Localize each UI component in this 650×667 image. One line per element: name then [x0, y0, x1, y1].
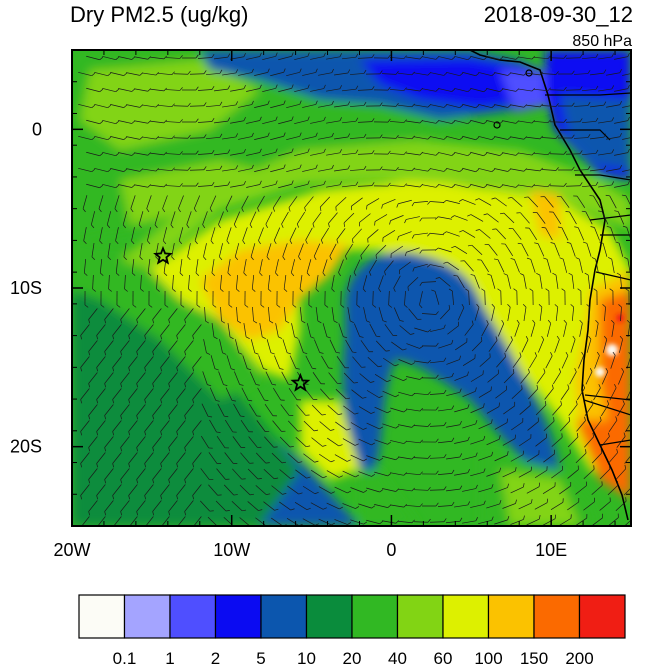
colorbar-swatch	[260, 594, 308, 639]
colorbar-label: 60	[434, 649, 453, 667]
colorbar-swatch	[123, 594, 171, 639]
colorbar-swatch	[169, 594, 217, 639]
colorbar-label: 5	[256, 649, 265, 667]
coastline	[469, 50, 629, 521]
colorbar-swatch	[396, 594, 444, 639]
x-tick-label: 20W	[53, 540, 90, 560]
colorbar-label: 20	[343, 649, 362, 667]
colorbar-label: 1	[165, 649, 174, 667]
colorbar-label: 0.1	[113, 649, 137, 667]
wind-barbs	[78, 52, 631, 526]
colorbar: 0.1 1 2 5 10 20 40 60 100 150 200	[78, 594, 626, 667]
plot-title: Dry PM2.5 (ug/kg)	[70, 2, 249, 27]
plot-datetime: 2018-09-30_12	[484, 2, 633, 27]
pressure-level: 850 hPa	[572, 33, 632, 50]
x-tick-label: 0	[386, 540, 396, 560]
x-tick-label: 10E	[535, 540, 567, 560]
colorbar-label: 2	[211, 649, 220, 667]
y-tick-label: 10S	[10, 278, 42, 298]
star-marker	[153, 245, 173, 265]
y-tick-label: 20S	[10, 437, 42, 457]
colorbar-swatch	[442, 594, 490, 639]
colorbar-swatch	[578, 594, 626, 639]
colorbar-label: 200	[565, 649, 593, 667]
island	[493, 121, 501, 129]
colorbar-swatch	[78, 594, 126, 639]
colorbar-label: 150	[520, 649, 548, 667]
pm25-field	[72, 50, 631, 526]
colorbar-swatch	[305, 594, 353, 639]
station-markers	[153, 245, 311, 392]
colorbar-swatch	[351, 594, 399, 639]
country-borders	[545, 92, 631, 446]
colorbar-label: 10	[297, 649, 316, 667]
colorbar-swatch	[214, 594, 262, 639]
colorbar-label: 100	[474, 649, 502, 667]
x-tick-label: 10W	[213, 540, 250, 560]
colorbar-label: 40	[388, 649, 407, 667]
colorbar-swatch	[533, 594, 581, 639]
y-tick-label: 0	[32, 119, 42, 139]
map-axes: 20W 10W 0 10E 0 10S 20S	[10, 49, 631, 560]
star-marker	[290, 372, 311, 392]
colorbar-swatch	[487, 594, 535, 639]
